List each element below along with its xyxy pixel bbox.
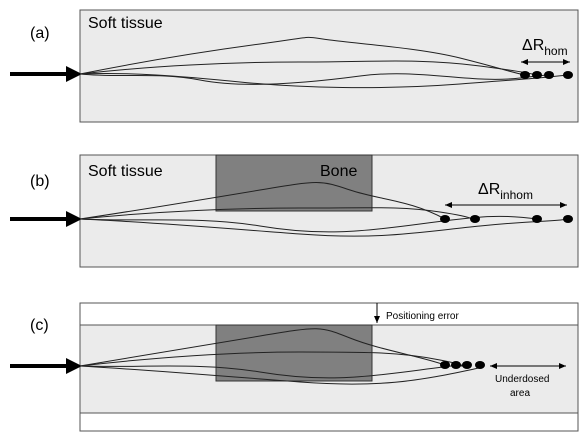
bone-label: Bone [320, 163, 357, 180]
region-label: Soft tissue [88, 15, 163, 32]
range-symbol: ΔR [478, 181, 500, 198]
panel-b: (b) Soft tissue Bone ΔRinhom [10, 155, 578, 267]
range-subscript: hom [544, 44, 567, 58]
note-line: Underdosed [495, 374, 549, 385]
panel-c: (c) Positioning error Underdosed area [10, 303, 578, 431]
range-subscript: inhom [500, 188, 533, 202]
panel-a: (a) Soft tissue ΔRhom [10, 10, 578, 122]
panel-label: (c) [30, 317, 49, 334]
figure: (a) Soft tissue ΔRhom (b) Soft tissue Bo… [0, 0, 582, 432]
region-label: Soft tissue [88, 163, 163, 180]
panel-label: (b) [30, 173, 50, 190]
range-symbol: ΔR [522, 37, 544, 54]
panel-label: (a) [30, 25, 50, 42]
note-line: area [510, 388, 530, 399]
annotation: Positioning error [386, 311, 459, 322]
end-points [520, 71, 573, 79]
